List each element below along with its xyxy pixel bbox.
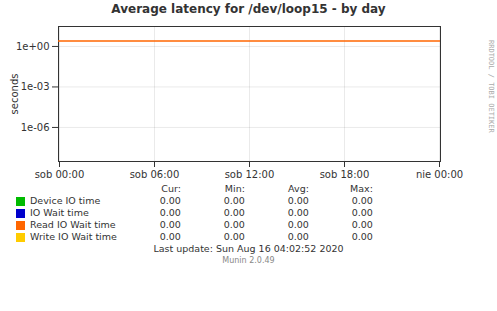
html-text:0.00: 0.00 bbox=[351, 219, 373, 230]
html-text:0.00: 0.00 bbox=[351, 207, 373, 218]
html-text:Munin 2.0.49: Munin 2.0.49 bbox=[222, 256, 275, 265]
svg-text:sob 18:00: sob 18:00 bbox=[320, 169, 370, 180]
html-text:Last update: Sun Aug 16 04:02:: Last update: Sun Aug 16 04:02:52 2020 bbox=[153, 243, 344, 254]
html-text:0.00: 0.00 bbox=[287, 231, 309, 242]
html-text:0.00: 0.00 bbox=[351, 231, 373, 242]
html-text:0.00: 0.00 bbox=[159, 231, 181, 242]
svg-text:1e+00: 1e+00 bbox=[16, 41, 50, 52]
svg-text:nie 00:00: nie 00:00 bbox=[416, 169, 463, 180]
html-text:Min:: Min: bbox=[224, 183, 245, 194]
html-text:Read IO Wait time: Read IO Wait time bbox=[30, 219, 116, 230]
html-text:0.00: 0.00 bbox=[159, 195, 181, 206]
html-text:0.00: 0.00 bbox=[351, 195, 373, 206]
svg-text:1e-06: 1e-06 bbox=[21, 122, 50, 133]
svg-text:sob 12:00: sob 12:00 bbox=[225, 169, 275, 180]
html-text:Write IO Wait time: Write IO Wait time bbox=[30, 231, 117, 242]
html-text:Device IO time: Device IO time bbox=[30, 195, 101, 206]
html-text:Cur:: Cur: bbox=[161, 183, 181, 194]
html-text:0.00: 0.00 bbox=[159, 219, 181, 230]
svg-text:sob 06:00: sob 06:00 bbox=[130, 169, 180, 180]
html-text:0.00: 0.00 bbox=[159, 207, 181, 218]
html-text:Max:: Max: bbox=[350, 183, 373, 194]
html-text:0.00: 0.00 bbox=[223, 231, 245, 242]
html-text:0.00: 0.00 bbox=[287, 195, 309, 206]
html-text:0.00: 0.00 bbox=[223, 207, 245, 218]
html-text:0.00: 0.00 bbox=[223, 219, 245, 230]
html-text:IO Wait time: IO Wait time bbox=[30, 207, 89, 218]
html-text:Avg:: Avg: bbox=[288, 183, 309, 194]
html-text:Average latency for /dev/loop1: Average latency for /dev/loop15 - by day bbox=[111, 2, 386, 16]
svg-text:sob 00:00: sob 00:00 bbox=[35, 169, 85, 180]
html-text:0.00: 0.00 bbox=[287, 219, 309, 230]
html-text:RRDTOOL / TOBI OETIKER: RRDTOOL / TOBI OETIKER bbox=[487, 40, 495, 133]
svg-text:seconds: seconds bbox=[9, 74, 20, 115]
svg-text:1e-03: 1e-03 bbox=[21, 81, 50, 92]
html-text:0.00: 0.00 bbox=[223, 195, 245, 206]
html-text:0.00: 0.00 bbox=[287, 207, 309, 218]
